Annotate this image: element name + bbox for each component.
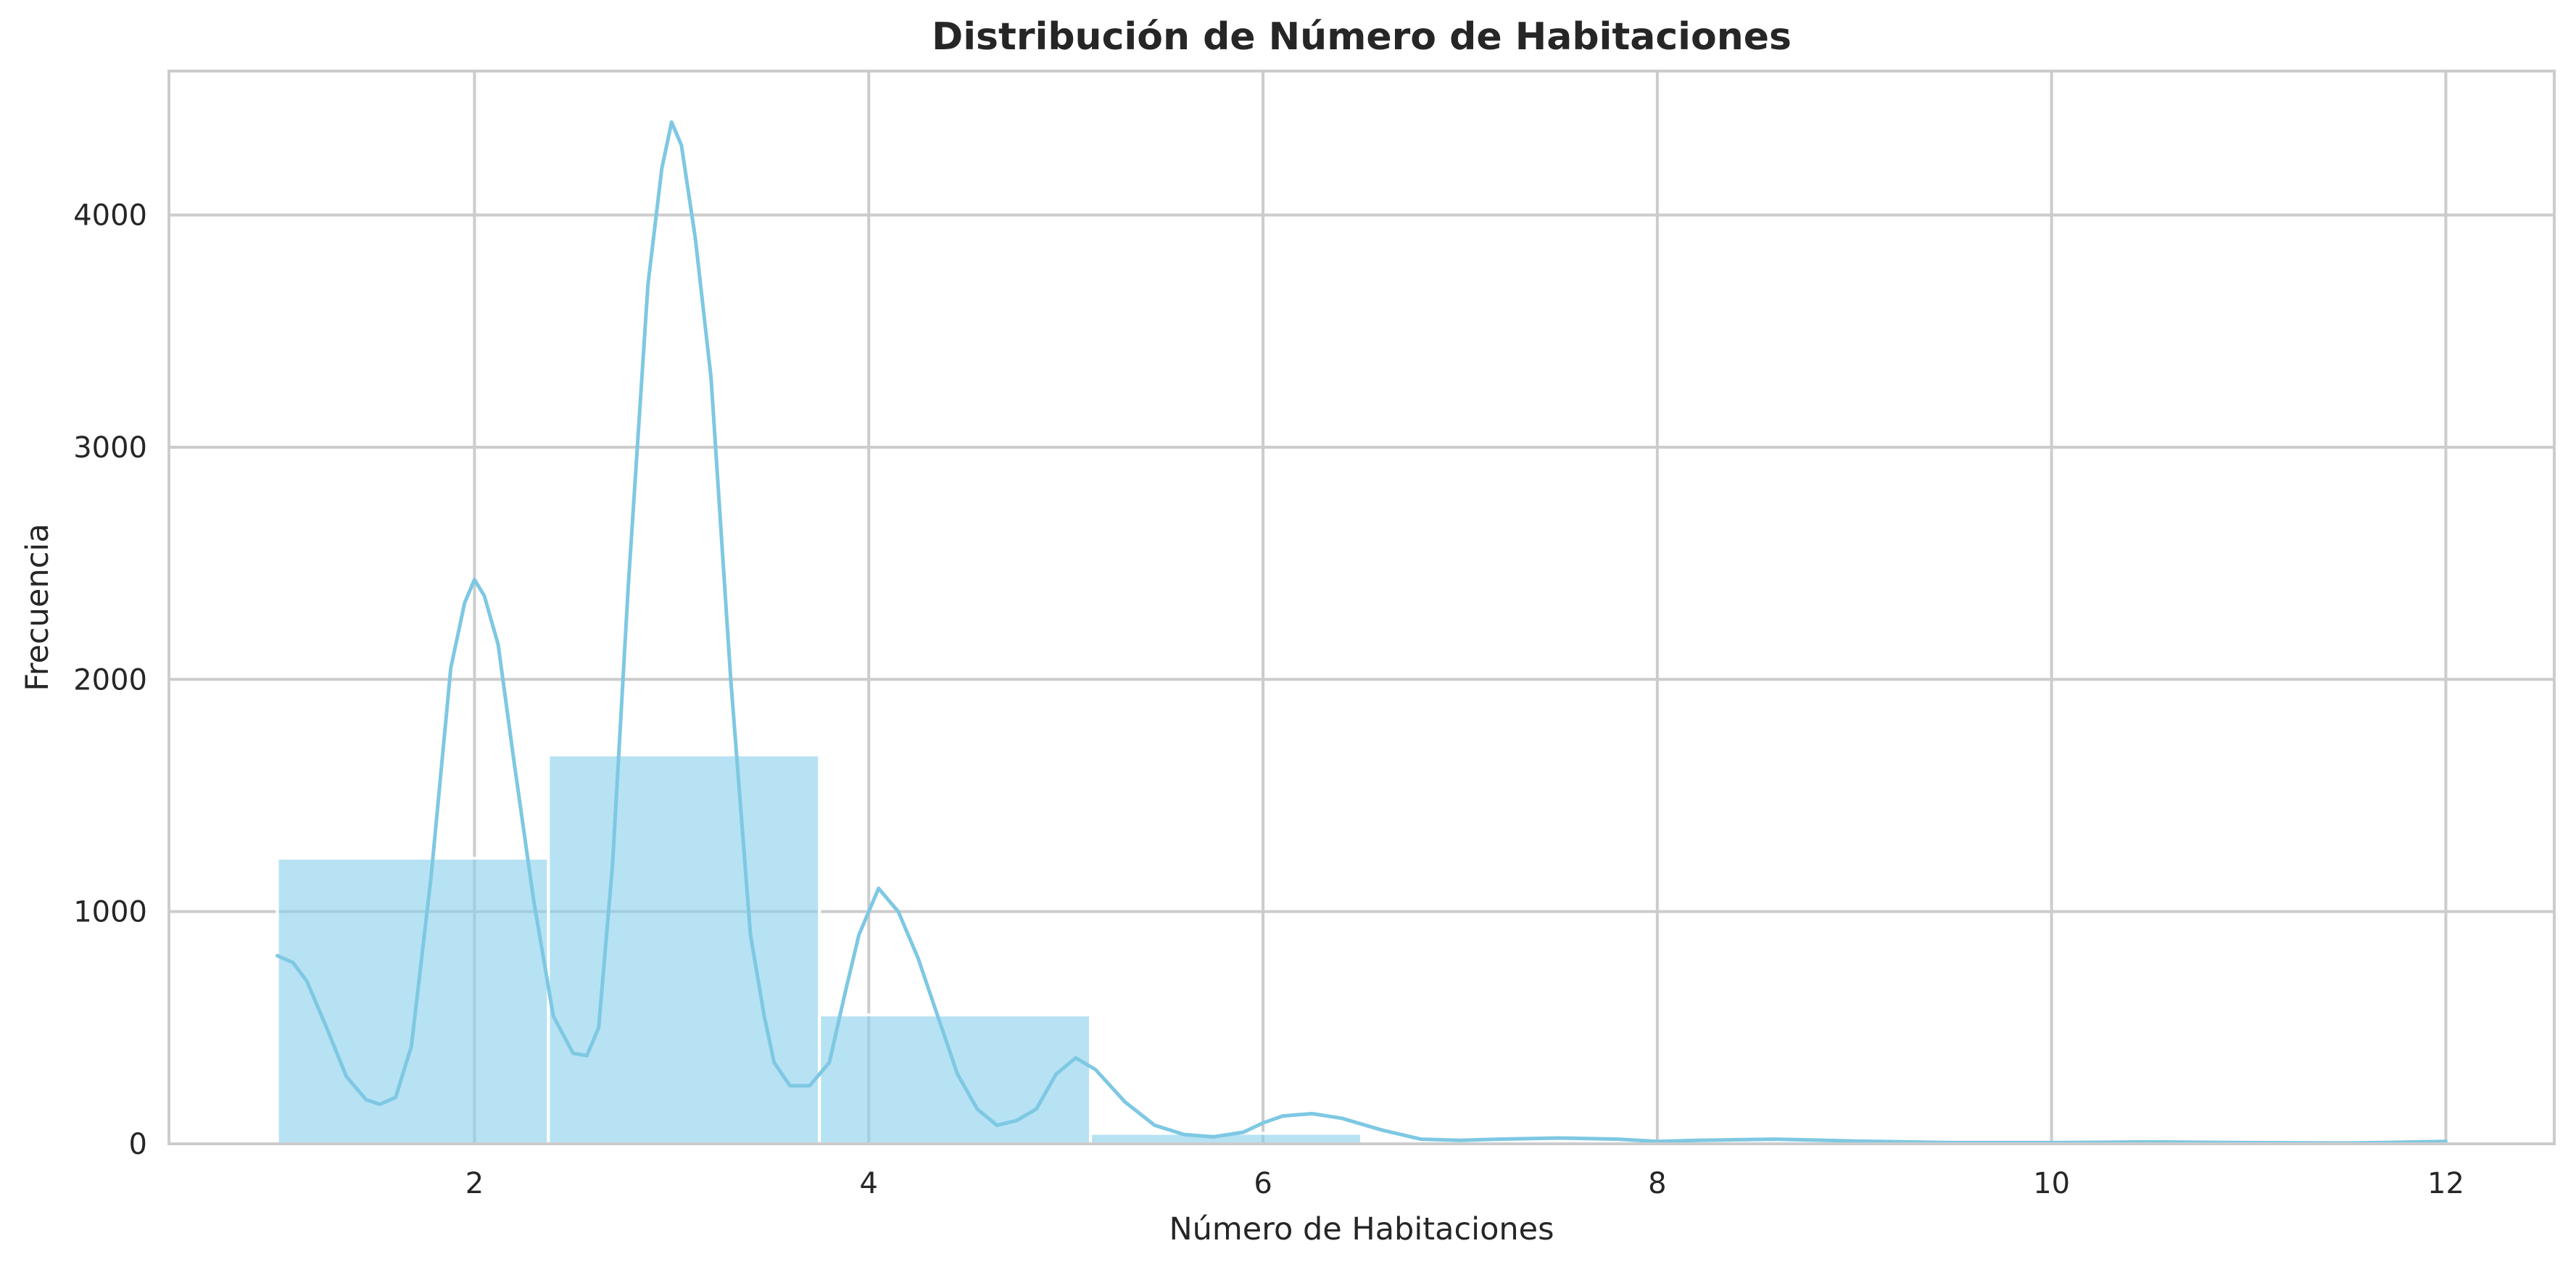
y-tick-label: 4000 bbox=[73, 199, 147, 233]
chart-title: Distribución de Número de Habitaciones bbox=[932, 15, 1792, 59]
y-tick-label: 3000 bbox=[73, 431, 147, 465]
x-tick-label: 12 bbox=[2427, 1167, 2464, 1200]
histogram-bar bbox=[818, 1013, 1093, 1145]
histogram-bar bbox=[276, 856, 550, 1145]
x-tick-label: 8 bbox=[1648, 1167, 1666, 1200]
x-tick-label: 6 bbox=[1254, 1167, 1272, 1200]
plot-frame bbox=[167, 70, 2556, 1145]
y-axis-label: Frecuencia bbox=[20, 523, 56, 691]
y-tick-label: 2000 bbox=[73, 663, 147, 697]
histogram-bar bbox=[547, 753, 821, 1145]
x-axis-label: Número de Habitaciones bbox=[1169, 1211, 1554, 1247]
y-tick-label: 0 bbox=[129, 1128, 147, 1161]
y-tick-label: 1000 bbox=[73, 896, 147, 929]
kde-line bbox=[276, 120, 2448, 1145]
x-tick-label: 10 bbox=[2033, 1167, 2070, 1200]
x-tick-label: 4 bbox=[860, 1167, 878, 1200]
x-tick-label: 2 bbox=[465, 1167, 484, 1200]
